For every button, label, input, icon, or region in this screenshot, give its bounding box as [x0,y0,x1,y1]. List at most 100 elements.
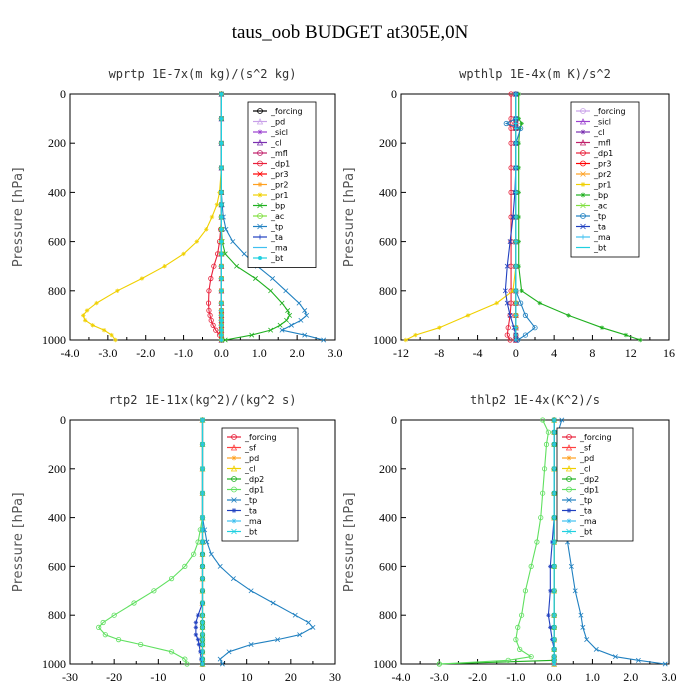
legend-label: _cl [270,139,282,148]
series-bt [551,417,557,667]
point-marker [256,139,264,146]
legend-entry: _bp [576,191,608,200]
point-marker [241,251,247,257]
x-tick-label: 0 [513,346,519,360]
point-marker [200,551,205,557]
legend-label: _tp [244,496,257,505]
point-marker [257,223,263,230]
y-tick-label: 0 [60,413,66,427]
x-tick-label: 12 [625,346,637,360]
point-marker [635,657,641,663]
point-marker [551,490,557,496]
point-marker [257,160,263,167]
point-marker [206,307,212,314]
point-marker [219,92,224,96]
legend-label: _sf [579,444,591,453]
point-marker [234,263,240,269]
legend-entry: _ma [576,233,611,242]
legend-entry: _ta [576,223,606,232]
x-tick-label: 4 [551,346,557,360]
point-marker [528,654,534,660]
panel-4: thlp2 1E-4x(K^2)/s Pressure [hPa] -4.0 -3.0… [342,393,677,684]
point-marker [507,312,513,318]
y-tick-label: 600 [379,559,397,573]
point-marker [285,307,291,313]
point-marker [219,313,224,318]
legend-entry: _forcing [576,107,626,116]
y-tick-label: 0 [391,413,397,427]
x-tick-label: 16 [663,346,675,360]
point-marker [540,490,546,496]
point-marker [566,476,572,482]
point-marker [196,642,202,647]
point-marker [507,239,513,245]
point-marker [279,300,285,306]
point-marker [551,563,557,569]
point-marker [200,600,205,606]
point-marker [302,307,308,313]
point-marker [580,223,586,230]
panel-title: rtp2 1E-11x(kg^2)/(kg^2 s) [109,393,297,407]
point-marker [219,264,224,268]
point-marker [219,323,224,327]
point-marker [551,466,557,472]
point-marker [528,563,534,570]
series-bt [200,417,205,667]
x-tick-label: 1.0 [252,346,267,360]
point-marker [551,417,557,423]
x-tick-label: -8 [434,346,444,360]
y-axis-label: Pressure [hPa] [11,167,26,267]
legend-label: _ac [270,212,284,221]
point-marker [579,139,587,146]
point-marker [248,641,254,647]
point-marker [219,318,224,323]
y-tick-label: 800 [379,284,397,298]
legend-label: _sf [244,444,256,453]
legend-entry: _tp [562,496,592,505]
point-marker [546,613,551,618]
legend-entry: _sf [562,444,591,453]
point-marker [566,455,572,461]
x-tick-label: 8 [589,346,595,360]
point-marker [522,312,529,318]
panel-2: wpthlp 1E-4x(m K)/s^2 Pressure [hPa] -12 -8… [342,67,675,360]
point-marker [226,649,232,655]
legend-label: _pr3 [270,170,288,179]
point-marker [612,654,618,660]
point-marker [534,539,540,545]
point-marker [516,141,521,146]
point-marker [510,214,516,220]
point-marker [505,325,511,331]
point-marker [168,649,175,655]
point-marker [662,661,668,667]
point-marker [139,276,145,281]
series-line [97,420,204,665]
legend-label: _ta [270,233,283,242]
legend-label: _bp [593,191,608,200]
point-marker [504,263,510,269]
point-marker [81,313,86,318]
legend-entry: _dp2 [227,475,264,484]
legend-entry: _cl [253,139,282,148]
point-marker [193,625,199,630]
point-marker [219,301,224,305]
x-tick-label: -30 [62,670,78,684]
point-marker [217,563,223,569]
y-tick-label: 800 [48,284,66,298]
legend-entry: _pr2 [253,181,288,190]
legend-label: _pd [244,454,259,463]
point-marker [548,588,553,593]
point-marker [231,518,237,524]
point-marker [559,417,565,423]
x-tick-label: -10 [150,670,166,684]
point-marker [437,325,442,330]
point-marker [566,486,572,493]
point-marker [198,649,203,654]
legend-entry: _ma [227,517,262,526]
point-marker [230,465,238,472]
point-marker [223,226,229,232]
point-marker [580,160,586,167]
legend-entry: _dp1 [253,160,290,169]
point-marker [219,190,224,195]
point-marker [532,325,538,331]
